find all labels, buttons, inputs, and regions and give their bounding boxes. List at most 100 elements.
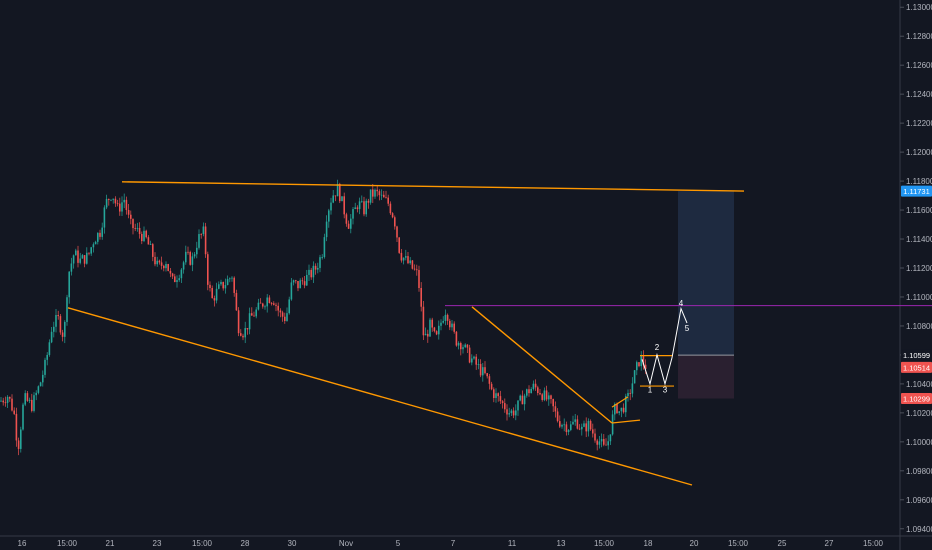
price-badge[interactable] [901, 393, 932, 405]
candle-body [244, 328, 246, 338]
candle-body [453, 323, 455, 332]
candle-body [431, 319, 433, 328]
price-badge[interactable] [901, 349, 932, 361]
candle-body [240, 333, 242, 336]
trendline-3[interactable] [471, 306, 613, 424]
price-badge[interactable] [901, 185, 932, 197]
candle-body [625, 396, 627, 413]
time-tick-label: 13 [557, 539, 566, 548]
candle-body [251, 313, 253, 316]
candle-body [451, 323, 453, 328]
candle-body [2, 400, 4, 403]
candle-body [57, 315, 59, 317]
time-tick-label: 11 [508, 539, 517, 548]
candle-body [616, 403, 618, 414]
candle-body [363, 201, 365, 215]
candle-body [328, 210, 330, 222]
candle-body [438, 325, 440, 335]
candle-body [171, 273, 174, 277]
candle-body [143, 230, 145, 242]
candle-body [154, 256, 156, 265]
candle-body [13, 410, 15, 414]
candle-body [559, 421, 561, 427]
candle-body [422, 306, 425, 336]
candle-body [55, 315, 57, 327]
price-badge-label: 1.10599 [903, 351, 930, 360]
candle-body [387, 197, 389, 204]
price-tick-label: 1.11200 [906, 264, 932, 273]
candle-body [475, 356, 477, 365]
candle-body [39, 382, 42, 387]
candle-body [246, 328, 249, 330]
time-tick-label: 7 [451, 539, 456, 548]
candle-body [101, 227, 103, 237]
candle-body [523, 395, 526, 405]
candle-body [581, 426, 583, 430]
wave-projection-path[interactable] [641, 306, 688, 386]
trendline-1[interactable] [121, 181, 745, 192]
candle-body [292, 280, 295, 283]
candle-body [35, 392, 37, 396]
candle-body [427, 333, 429, 337]
candle-body [488, 376, 491, 384]
candle-body [508, 413, 510, 415]
position-target-zone[interactable] [678, 191, 734, 356]
candle-body [416, 269, 418, 271]
candle-body [301, 280, 304, 282]
candle-body [50, 331, 53, 343]
candle-body [48, 342, 51, 355]
time-tick-label: 27 [825, 539, 834, 548]
wave-label-1: 1 [648, 386, 653, 395]
wave-label-2: 2 [655, 343, 660, 352]
candle-body [405, 256, 407, 258]
candle-body [268, 297, 271, 304]
time-tick-label: 16 [18, 539, 27, 548]
candle-body [158, 260, 161, 263]
candle-body [339, 183, 341, 202]
candle-body [561, 424, 563, 427]
candle-body [288, 299, 290, 314]
candle-body [11, 398, 13, 411]
candle-body [400, 252, 403, 261]
candle-body [587, 420, 590, 432]
candle-body [204, 226, 207, 255]
time-tick-label: 15:00 [728, 539, 749, 548]
candle-body [231, 277, 233, 279]
trendline-2[interactable] [67, 307, 693, 486]
price-tick-label: 1.13000 [906, 3, 932, 12]
candle-body [149, 244, 152, 245]
candle-body [299, 280, 301, 289]
candle-body [464, 344, 466, 348]
flag-upper-line[interactable] [611, 396, 629, 408]
candle-body [110, 199, 112, 201]
candle-body [609, 434, 612, 442]
candle-body [130, 214, 132, 219]
candle-body [479, 364, 482, 376]
candle-body [638, 362, 640, 367]
candle-body [565, 424, 568, 433]
candle-body [607, 441, 609, 446]
candle-body [22, 404, 24, 430]
candle-body [248, 313, 251, 330]
flag-lower-line[interactable] [611, 419, 641, 424]
candle-body [352, 209, 354, 219]
candle-body [237, 310, 240, 334]
time-tick-label: 20 [690, 539, 699, 548]
candle-body [627, 393, 629, 397]
candle-body [281, 312, 284, 317]
candle-body [270, 303, 273, 304]
candle-body [200, 234, 202, 235]
wave-label-4: 4 [679, 299, 684, 308]
candle-body [132, 218, 134, 229]
price-badge[interactable] [901, 361, 932, 373]
position-stop-zone[interactable] [678, 355, 734, 399]
candle-body [163, 265, 165, 269]
candle-body [20, 429, 22, 449]
candle-body [530, 388, 532, 394]
candle-body [504, 403, 506, 410]
candle-body [90, 247, 92, 254]
candle-body [449, 320, 451, 328]
